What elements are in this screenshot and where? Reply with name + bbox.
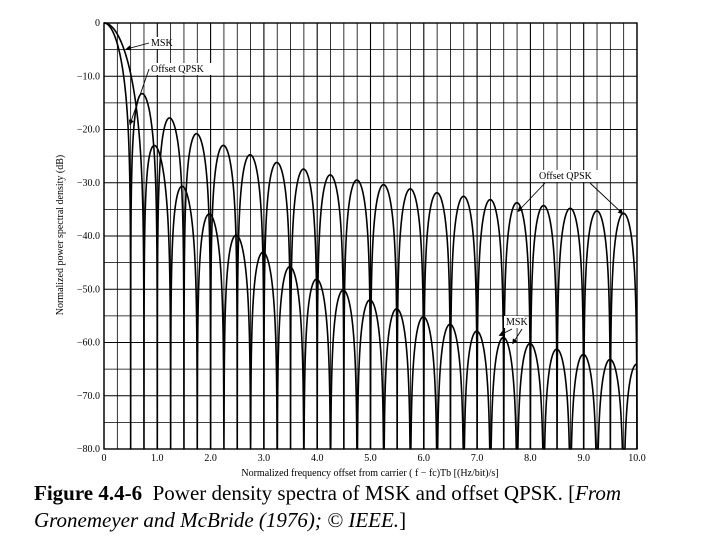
caption-text: Power density spectra of MSK and offset … [152, 481, 576, 505]
chart-annotations: MSK Offset QPSK Offset QPSK MSK [125, 37, 624, 345]
offset-qpsk-label-lower: Offset QPSK [539, 171, 593, 182]
offset-qpsk-label-upper-bg [149, 63, 213, 75]
offset-qpsk-label-lower-bg [537, 170, 601, 182]
y-tick-label: −40.0 [77, 231, 100, 242]
x-axis-label: Normalized frequency offset from carrier… [241, 468, 498, 479]
x-tick-label: 8.0 [524, 453, 537, 464]
y-tick-label: −30.0 [77, 178, 100, 189]
y-tick-label: −70.0 [77, 391, 100, 402]
msk-label-lower-bg [504, 316, 525, 328]
caption-close: ] [399, 508, 407, 532]
y-tick-label: 0 [95, 18, 100, 29]
y-tick-labels: 0 −10.0 −20.0 −30.0 −40.0 −50.0 −60.0 −70.0 −80.… [77, 18, 100, 455]
x-tick-label: 9.0 [577, 453, 590, 464]
x-tick-label: 0 [102, 453, 107, 464]
y-tick-label: −80.0 [77, 444, 100, 455]
msk-label-upper-bg [149, 37, 170, 49]
y-tick-label: −60.0 [77, 338, 100, 349]
offset-qpsk-label-lower-arrow [589, 182, 624, 215]
y-tick-label: −20.0 [77, 125, 100, 136]
offset-qpsk-label-upper-arrow [128, 68, 150, 126]
figure-caption: Figure 4.4-6 Power density spectra of MS… [34, 480, 714, 534]
offset-qpsk-label-lower-arrow [517, 182, 546, 213]
msk-label-lower-arrow [512, 328, 523, 345]
x-tick-label: 2.0 [204, 453, 217, 464]
msk-label-lower: MSK [506, 317, 528, 328]
x-tick-label: 3.0 [258, 453, 271, 464]
chart-frame [103, 22, 638, 450]
y-axis-label: Normalized power spectral density (dB) [55, 155, 66, 316]
x-tick-label: 6.0 [418, 453, 431, 464]
plot-frame [103, 22, 638, 450]
psd-chart: 0 −10.0 −20.0 −30.0 −40.0 −50.0 −60.0 −70.0 −80.… [55, 18, 646, 479]
offset-qpsk-label-upper: Offset QPSK [151, 64, 205, 75]
msk-label-lower-arrow [498, 328, 513, 336]
msk-label-upper: MSK [151, 38, 173, 49]
x-tick-labels: 0 1.0 2.0 3.0 4.0 5.0 6.0 7.0 8.0 9.0 10.0 [102, 453, 646, 464]
x-tick-label: 5.0 [364, 453, 377, 464]
y-tick-label: −50.0 [77, 284, 100, 295]
x-tick-label: 10.0 [628, 453, 646, 464]
figure-number: Figure 4.4-6 [34, 481, 143, 505]
x-tick-label: 1.0 [151, 453, 164, 464]
x-tick-label: 4.0 [311, 453, 324, 464]
caption-source: From Gronemeyer and McBride (1976); © IE… [34, 481, 621, 532]
x-tick-label: 7.0 [471, 453, 484, 464]
y-tick-label: −10.0 [77, 71, 100, 82]
msk-label-upper-arrow [125, 42, 150, 51]
